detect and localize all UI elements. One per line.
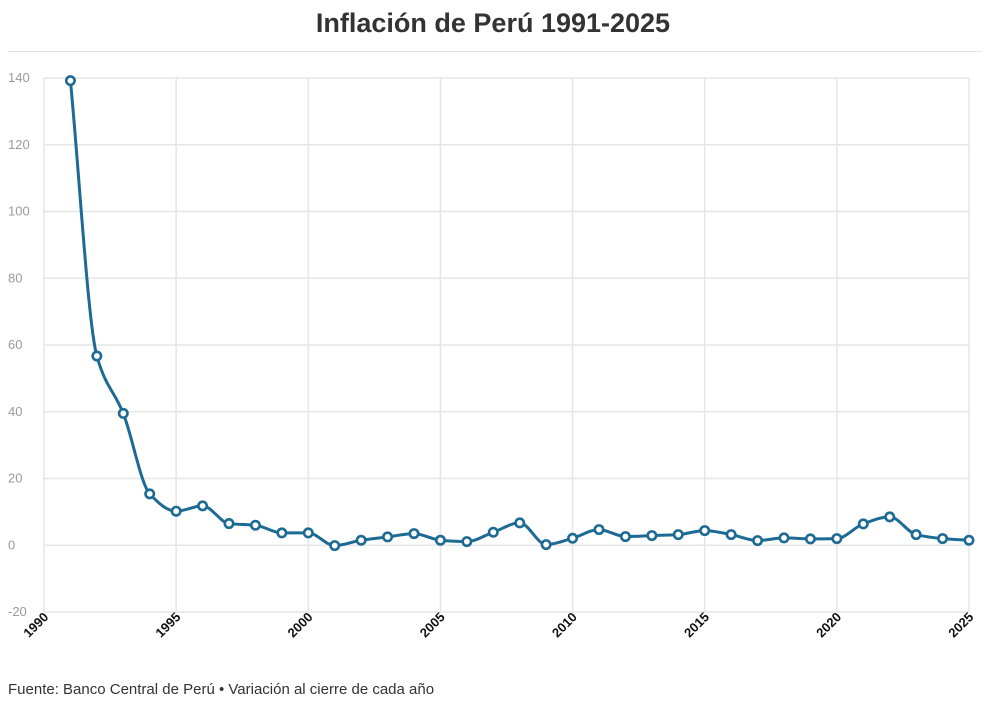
data-point (514, 517, 526, 529)
y-tick-label: 60 (8, 337, 22, 352)
source-note: Fuente: Banco Central de Perú • Variació… (8, 681, 435, 698)
data-point (937, 533, 949, 545)
data-point (408, 528, 420, 540)
data-point (963, 534, 975, 546)
y-tick-label: 20 (8, 471, 22, 486)
data-point (884, 511, 896, 523)
data-point (619, 531, 631, 543)
data-point (197, 500, 209, 512)
x-tick-label: 2025 (945, 609, 976, 640)
data-point (355, 534, 367, 546)
y-tick-label: 80 (8, 270, 22, 285)
y-tick-label: -20 (8, 604, 27, 619)
grid (43, 77, 970, 613)
chart-title: Inflación de Perú 1991-2025 (315, 8, 671, 38)
data-point (329, 540, 341, 552)
data-point (223, 518, 235, 530)
x-tick-label: 2000 (285, 609, 316, 640)
y-tick-label: 120 (8, 137, 30, 152)
data-point (672, 529, 684, 541)
x-tick-label: 2015 (681, 609, 712, 640)
y-tick-label: 100 (8, 204, 30, 219)
data-point (91, 350, 103, 362)
data-point (382, 531, 394, 543)
data-point (857, 518, 869, 530)
data-point (567, 532, 579, 544)
x-tick-label: 2020 (813, 609, 844, 640)
data-point (752, 535, 764, 547)
x-tick-label: 2010 (549, 609, 580, 640)
data-point (170, 505, 182, 517)
x-axis-ticks: 1990 1995 2000 2005 2010 2015 2020 2025 (20, 609, 976, 640)
series-line (68, 80, 970, 548)
data-point (831, 533, 843, 545)
data-point (593, 524, 605, 536)
data-point (64, 75, 76, 87)
data-point (461, 536, 473, 548)
title-divider (8, 51, 982, 52)
data-point (434, 534, 446, 546)
y-tick-label: 0 (8, 537, 15, 552)
data-point (144, 488, 156, 500)
data-points (64, 75, 975, 552)
data-point (725, 529, 737, 541)
data-point (302, 527, 314, 539)
x-tick-label: 1995 (152, 609, 183, 640)
data-point (804, 533, 816, 545)
data-point (910, 529, 922, 541)
data-point (646, 530, 658, 542)
data-point (778, 532, 790, 544)
data-point (487, 526, 499, 538)
y-tick-label: 140 (8, 70, 30, 85)
y-axis-ticks: -20 0 20 40 60 80 100 120 140 (8, 70, 30, 619)
data-point (699, 525, 711, 537)
x-tick-label: 2005 (417, 609, 448, 640)
data-point (276, 527, 288, 539)
y-tick-label: 40 (8, 404, 22, 419)
data-point (249, 519, 261, 531)
data-point (540, 539, 552, 551)
data-point (117, 407, 129, 419)
